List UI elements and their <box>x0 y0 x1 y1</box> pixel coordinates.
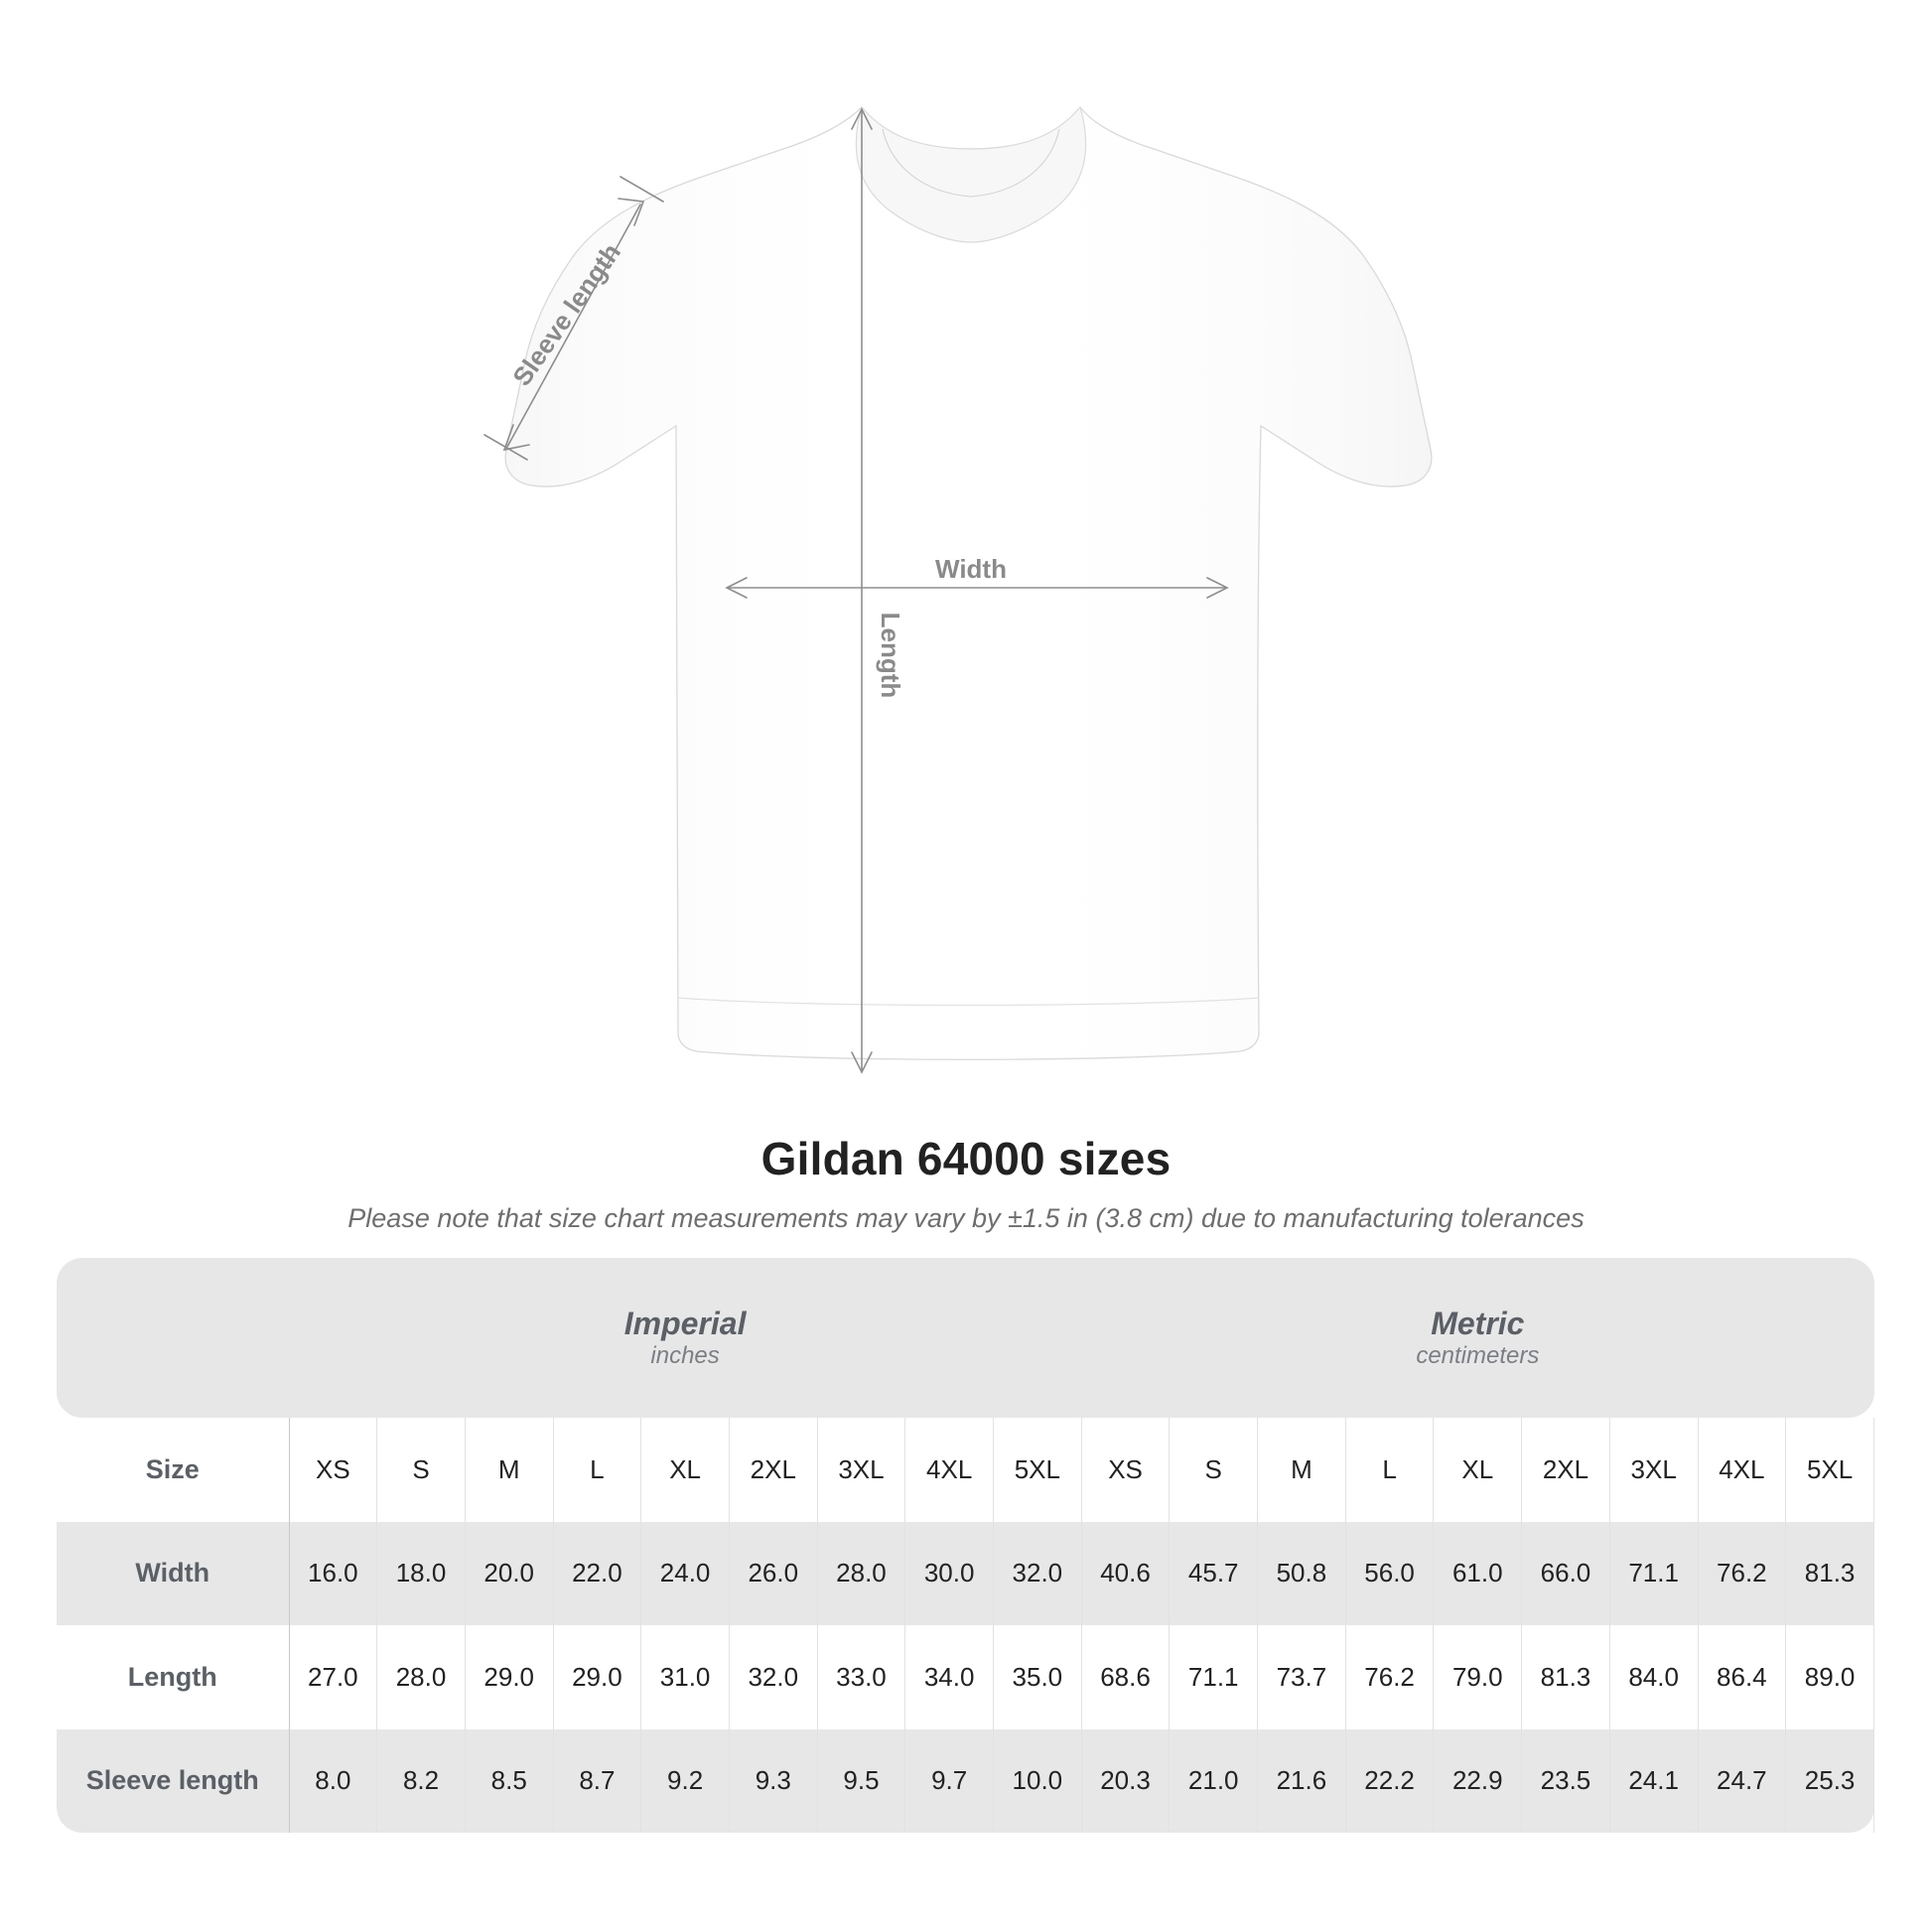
svg-text:Width: Width <box>935 554 1007 584</box>
svg-text:Length: Length <box>876 613 905 699</box>
